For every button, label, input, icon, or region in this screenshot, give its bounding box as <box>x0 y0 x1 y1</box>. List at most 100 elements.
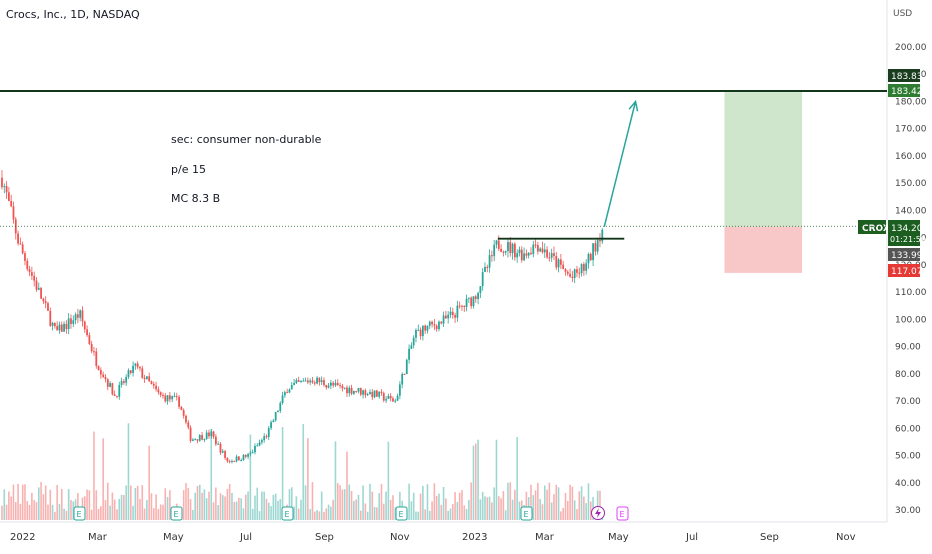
volume-bar <box>63 508 65 520</box>
candle-body <box>7 192 10 201</box>
stop-zone[interactable] <box>724 226 803 273</box>
currency-label: USD <box>893 9 912 19</box>
candle-body <box>601 229 604 242</box>
projection-arrow[interactable] <box>603 101 637 227</box>
flash-event-icon[interactable] <box>591 506 605 520</box>
candle-body <box>44 301 47 304</box>
last-price-label: 134.20 <box>891 224 923 234</box>
volume-bar <box>587 483 590 520</box>
upcoming-earnings-marker[interactable]: E <box>616 506 629 521</box>
candle-body <box>582 264 585 271</box>
candle-body <box>212 431 215 437</box>
svg-text:E: E <box>524 510 529 519</box>
volume-bar <box>249 434 252 520</box>
candle-body <box>523 253 525 261</box>
candle-body <box>242 454 245 461</box>
x-tick-nov-2022: Nov <box>390 532 410 543</box>
earnings-marker[interactable]: E <box>520 506 533 521</box>
candle-body <box>244 454 247 457</box>
candle-body <box>398 384 401 396</box>
y-tick-label: 70.00 <box>895 397 921 407</box>
candle-body <box>320 380 323 383</box>
candle-body <box>21 244 24 254</box>
volume-bar <box>93 431 95 520</box>
candle-body <box>309 380 312 383</box>
volume-bar <box>8 491 10 520</box>
earnings-marker[interactable]: E <box>73 506 86 521</box>
candle-body <box>125 376 128 383</box>
candle-body <box>527 252 530 256</box>
y-tick-label: 160.00 <box>895 152 927 162</box>
volume-bar <box>102 438 104 520</box>
candle-body <box>1 177 3 188</box>
level-price-label: 183.83 <box>891 72 923 82</box>
volume-bar <box>120 494 123 520</box>
volume-bar <box>550 502 553 520</box>
candle-body <box>196 439 199 441</box>
volume-bar <box>233 501 236 520</box>
volume-bar <box>318 511 321 520</box>
volume-bar <box>185 483 187 520</box>
candle-body <box>534 244 537 246</box>
earnings-marker[interactable]: E <box>170 506 183 521</box>
volume-bar <box>136 485 139 520</box>
candle-body <box>139 367 141 369</box>
candle-body <box>53 322 56 327</box>
candle-body <box>175 396 178 398</box>
volume-bar <box>134 487 137 520</box>
volume-bar <box>224 496 226 520</box>
volume-bar <box>596 490 599 520</box>
volume-bar <box>106 482 109 520</box>
candle-body <box>463 306 466 308</box>
candle-body <box>219 443 222 453</box>
target-label-bg <box>888 84 920 97</box>
candle-body <box>185 415 187 423</box>
candle-body <box>76 314 79 318</box>
candle-body <box>438 321 440 330</box>
candle-body <box>203 438 206 440</box>
volume-bar <box>33 500 35 520</box>
svg-text:E: E <box>77 510 82 519</box>
candle-body <box>442 315 445 324</box>
candle-body <box>316 377 318 384</box>
earnings-marker[interactable]: E <box>281 506 294 521</box>
candle-body <box>155 385 157 390</box>
candle-body <box>63 323 65 332</box>
volume-bar <box>125 485 127 520</box>
volume-bar <box>219 493 222 520</box>
volume-bar <box>445 498 447 520</box>
candle-body <box>541 248 544 253</box>
volume-bar <box>118 498 121 520</box>
y-tick-label: 80.00 <box>895 370 921 380</box>
candle-body <box>288 389 291 393</box>
stop-label-bg <box>888 264 920 277</box>
earnings-marker[interactable]: E <box>395 506 408 521</box>
target-zone[interactable] <box>724 92 803 227</box>
candle-body <box>30 272 33 276</box>
candle-body <box>550 253 553 258</box>
candle-body <box>5 186 8 193</box>
last-price-bg <box>888 220 920 246</box>
volume-bar <box>113 499 116 520</box>
candle-body <box>226 457 229 462</box>
volume-bar <box>26 501 29 520</box>
candle-body <box>221 451 224 453</box>
candle-body <box>525 253 528 256</box>
volume-bar <box>201 492 203 520</box>
candle-body <box>373 390 376 398</box>
candle-body <box>334 383 337 386</box>
candle-body <box>417 329 420 331</box>
volume-bar <box>359 510 362 520</box>
volume-bar <box>17 483 19 520</box>
volume-bar <box>327 504 330 520</box>
candle-body <box>507 242 509 251</box>
candle-body <box>148 376 151 382</box>
candle-body <box>19 243 22 245</box>
volume-bar <box>417 511 420 520</box>
time-axis-labels[interactable]: 2022 Mar May Jul Sep Nov 2023 Mar May Ju… <box>10 532 856 543</box>
volume-bar <box>210 429 213 520</box>
candle-body <box>539 248 542 252</box>
volume-bar <box>5 504 8 520</box>
volume-bar <box>493 487 495 520</box>
